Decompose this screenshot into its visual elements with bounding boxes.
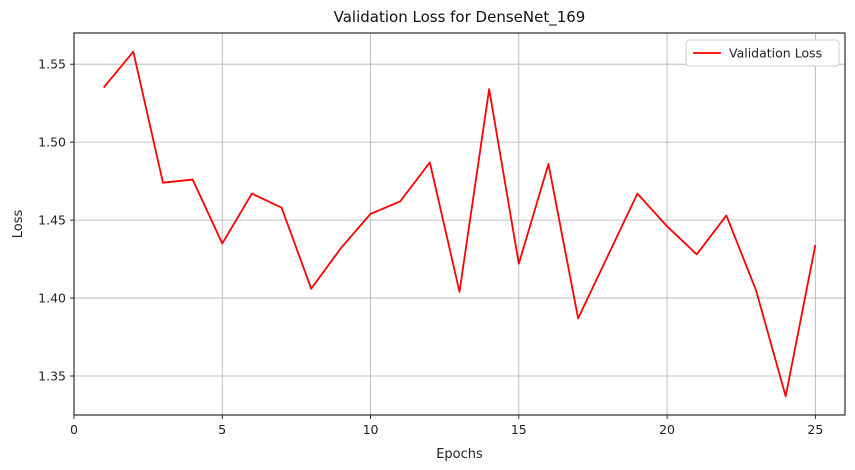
x-tick-label: 25 <box>807 422 823 437</box>
y-tick-label: 1.55 <box>38 57 66 72</box>
x-axis-ticks: 0 5 10 15 20 25 <box>70 415 823 437</box>
plot-frame <box>73 32 846 416</box>
y-tick-label: 1.35 <box>38 369 66 384</box>
y-tick-label: 1.50 <box>38 135 66 150</box>
legend-label: Validation Loss <box>729 46 822 61</box>
y-axis-label: Loss <box>11 210 26 239</box>
x-tick-label: 15 <box>511 422 527 437</box>
x-axis-label: Epochs <box>436 447 483 462</box>
legend-box <box>685 39 840 67</box>
chart-title: Validation Loss for DenseNet_169 <box>334 8 586 27</box>
x-tick-label: 0 <box>70 422 78 437</box>
grid-lines <box>73 33 845 415</box>
x-tick-label: 5 <box>218 422 226 437</box>
legend: Validation Loss <box>685 39 840 67</box>
x-tick-label: 20 <box>659 422 675 437</box>
series-line <box>102 50 817 398</box>
x-tick-label: 10 <box>363 422 379 437</box>
y-tick-label: 1.45 <box>38 213 66 228</box>
series-group <box>102 50 817 398</box>
y-tick-label: 1.40 <box>38 291 66 306</box>
y-axis-ticks: 1.35 1.40 1.45 1.50 1.55 <box>38 57 74 384</box>
